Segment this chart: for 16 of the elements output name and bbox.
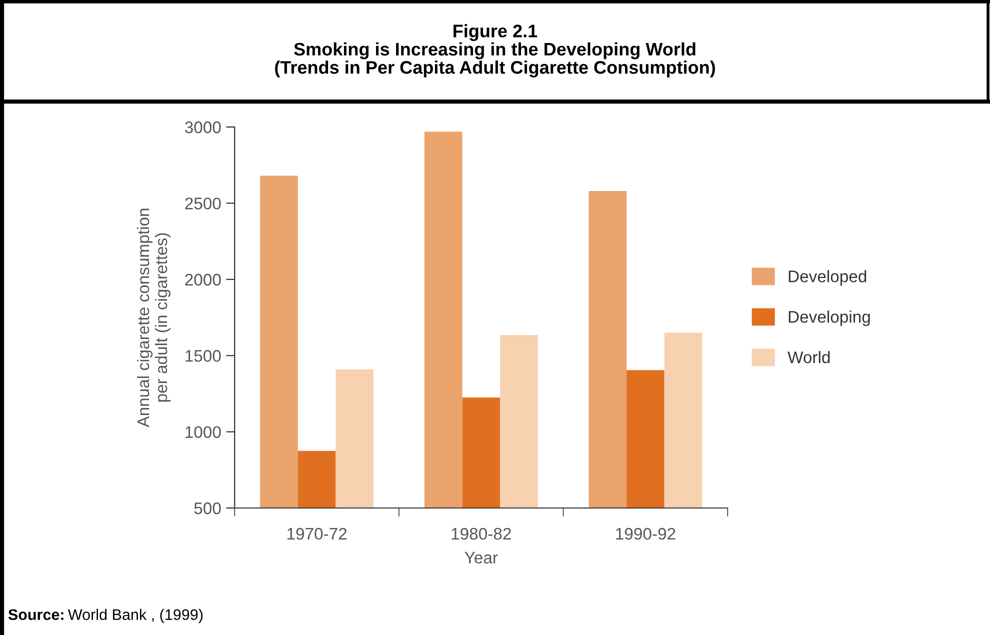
x-tick-label: 1980-82 — [452, 528, 511, 540]
x-tick-label: 1970-72 — [287, 528, 347, 540]
x-axis-title: Year — [464, 552, 498, 564]
y-tick-label: 2500 — [185, 198, 221, 210]
y-axis-title: Annual cigarette consumption per adult (in cigarettes) — [136, 208, 170, 428]
legend-label: Developed — [788, 270, 866, 286]
y-tick-label: 500 — [194, 502, 221, 514]
y-tick-label: 1500 — [186, 350, 221, 362]
legend-label: Developing — [788, 310, 870, 326]
x-tick-label: 1990-92 — [616, 528, 676, 540]
y-tick-label: 3000 — [185, 121, 221, 134]
y-tick-label: 1000 — [186, 426, 221, 438]
source-note: Source: World Bank , (1999) — [8, 608, 203, 624]
y-tick-label: 2000 — [185, 274, 221, 286]
chart-title: Figure 2.1 Smoking is Increasing in the Developing World (Trends in Per Capita Adult Cigarette Consumption) — [275, 24, 715, 78]
legend-label: World — [788, 350, 830, 364]
